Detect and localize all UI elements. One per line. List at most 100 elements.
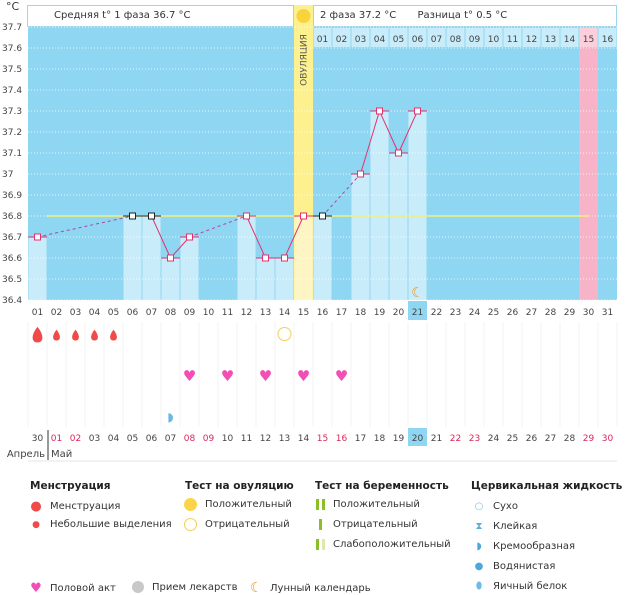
luteal-day-cell <box>351 28 370 47</box>
luteal-day-cell <box>541 28 560 47</box>
cycle-day-label: 10 <box>203 308 215 318</box>
legend-spotting: ● Небольшие выделения <box>30 519 172 530</box>
water-drop-icon: ● <box>474 561 484 572</box>
cycle-day-label: 06 <box>127 308 139 318</box>
legend-pregnancy-negative: Отрицательный <box>316 519 418 530</box>
legend-cervical-title: Цервикальная жидкость <box>471 480 623 492</box>
luteal-day-label: 13 <box>545 35 556 45</box>
temperature-line-segment <box>284 215 304 259</box>
expected-period-column <box>579 27 598 300</box>
two-lines-icon <box>316 499 325 510</box>
ovulation-test-negative-icon <box>277 327 292 341</box>
legend-label: Слабоположительный <box>333 539 451 550</box>
legend-label: Небольшие выделения <box>50 519 172 530</box>
current-day-highlight <box>408 301 427 320</box>
legend-ovulation-title: Тест на овуляцию <box>185 480 294 492</box>
heart-icon: ♥ <box>297 367 310 385</box>
legend-label: Отрицательный <box>333 519 418 530</box>
spotting-drop-icon <box>110 329 117 341</box>
y-tick-label: 37.7 <box>2 23 22 33</box>
cycle-day-label: 09 <box>184 308 196 318</box>
calendar-date-label: 13 <box>279 434 290 444</box>
calendar-date-label: 26 <box>526 434 538 444</box>
luteal-day-cell <box>370 28 389 47</box>
cycle-day-label: 11 <box>222 308 233 318</box>
month-label-may: Май <box>51 449 72 460</box>
luteal-day-label: 02 <box>336 35 347 45</box>
temperature-difference: Разница t° 0.5 °C <box>417 10 508 21</box>
cycle-day-label: 16 <box>317 308 329 318</box>
temperature-line-segment <box>37 215 133 238</box>
cycle-day-label: 08 <box>165 308 177 318</box>
cycle-day-label: 01 <box>32 308 43 318</box>
luteal-day-cell <box>598 28 617 47</box>
cycle-day-label: 14 <box>279 308 291 318</box>
calendar-date-label: 19 <box>393 434 405 444</box>
y-tick-label: 37.3 <box>2 107 22 117</box>
one-line-icon <box>319 519 328 530</box>
legend-intercourse: ♥ Половой акт <box>30 581 116 595</box>
y-tick-label: 36.6 <box>2 254 22 264</box>
cycle-day-label: 15 <box>298 308 309 318</box>
temperature-point <box>243 212 250 220</box>
luteal-day-label: 12 <box>526 35 537 45</box>
luteal-day-label: 10 <box>488 35 500 45</box>
luteal-day-cell <box>313 28 332 47</box>
calendar-date-label: 08 <box>184 434 196 444</box>
calendar-date-label: 11 <box>241 434 252 444</box>
temperature-bar <box>370 111 389 300</box>
calendar-date-label: 24 <box>488 434 500 444</box>
temperature-chart: ОВУЛЯЦИЯ 37.7 37.6 37.5 37.4 37.3 37.2 37.1 37 36… <box>2 5 618 462</box>
calendar-date-label: 05 <box>127 434 138 444</box>
luteal-day-label: 15 <box>583 35 594 45</box>
calendar-date-label: 18 <box>374 434 386 444</box>
calendar-date-label: 29 <box>583 434 595 444</box>
luteal-day-label: 07 <box>431 35 442 45</box>
temperature-point <box>186 233 193 241</box>
calendar-date-label: 17 <box>355 434 366 444</box>
ovulation-sun-icon <box>296 9 311 23</box>
luteal-day-label: 11 <box>507 35 518 45</box>
calendar-date-label: 23 <box>469 434 480 444</box>
calendar-date-label: 27 <box>545 434 556 444</box>
cycle-day-label: 05 <box>108 308 119 318</box>
cycle-day-label: 04 <box>89 308 101 318</box>
temperature-bar <box>351 174 370 300</box>
calendar-date-label: 02 <box>70 434 81 444</box>
cervical-creamy-icon: ◗ <box>167 410 173 424</box>
temperature-bar <box>123 216 142 300</box>
creamy-drop-icon: ◗ <box>476 541 482 552</box>
y-tick-label: 36.9 <box>2 191 22 201</box>
cycle-day-label: 28 <box>545 308 557 318</box>
temperature-line-segment <box>398 110 418 154</box>
heart-icon: ♥ <box>221 367 234 385</box>
luteal-day-label: 06 <box>412 35 424 45</box>
luteal-day-cell <box>484 28 503 47</box>
legend-label: Кремообразная <box>493 541 576 552</box>
cycle-day-label: 07 <box>146 308 157 318</box>
calendar-date-label: 16 <box>336 434 348 444</box>
ovulation-label: ОВУЛЯЦИЯ <box>300 34 310 86</box>
luteal-day-label: 14 <box>564 35 576 45</box>
phase2-average: 2 фаза 37.2 °C <box>320 10 397 21</box>
calendar-date-label: 30 <box>602 434 614 444</box>
legend-label: Отрицательный <box>205 519 290 530</box>
moon-icon: ☾ <box>411 285 424 301</box>
luteal-day-label: 04 <box>374 35 386 45</box>
calendar-date-label: 04 <box>108 434 120 444</box>
luteal-day-cell <box>408 28 427 47</box>
cycle-day-label: 22 <box>431 308 442 318</box>
heart-icon: ♥ <box>335 367 348 385</box>
temperature-bar <box>161 258 180 300</box>
cycle-day-label: 24 <box>469 308 481 318</box>
sun-icon <box>184 498 197 511</box>
temperature-line-segment <box>246 215 266 259</box>
luteal-day-cell <box>389 28 408 47</box>
legend-label: Водянистая <box>493 561 556 572</box>
luteal-day-cell <box>522 28 541 47</box>
calendar-date-label: 15 <box>317 434 328 444</box>
cycle-day-label: 26 <box>507 308 519 318</box>
legend-label: Положительный <box>333 499 420 510</box>
legend-cervical-creamy: ◗ Кремообразная <box>473 541 575 552</box>
calendar-date-label: 03 <box>89 434 100 444</box>
